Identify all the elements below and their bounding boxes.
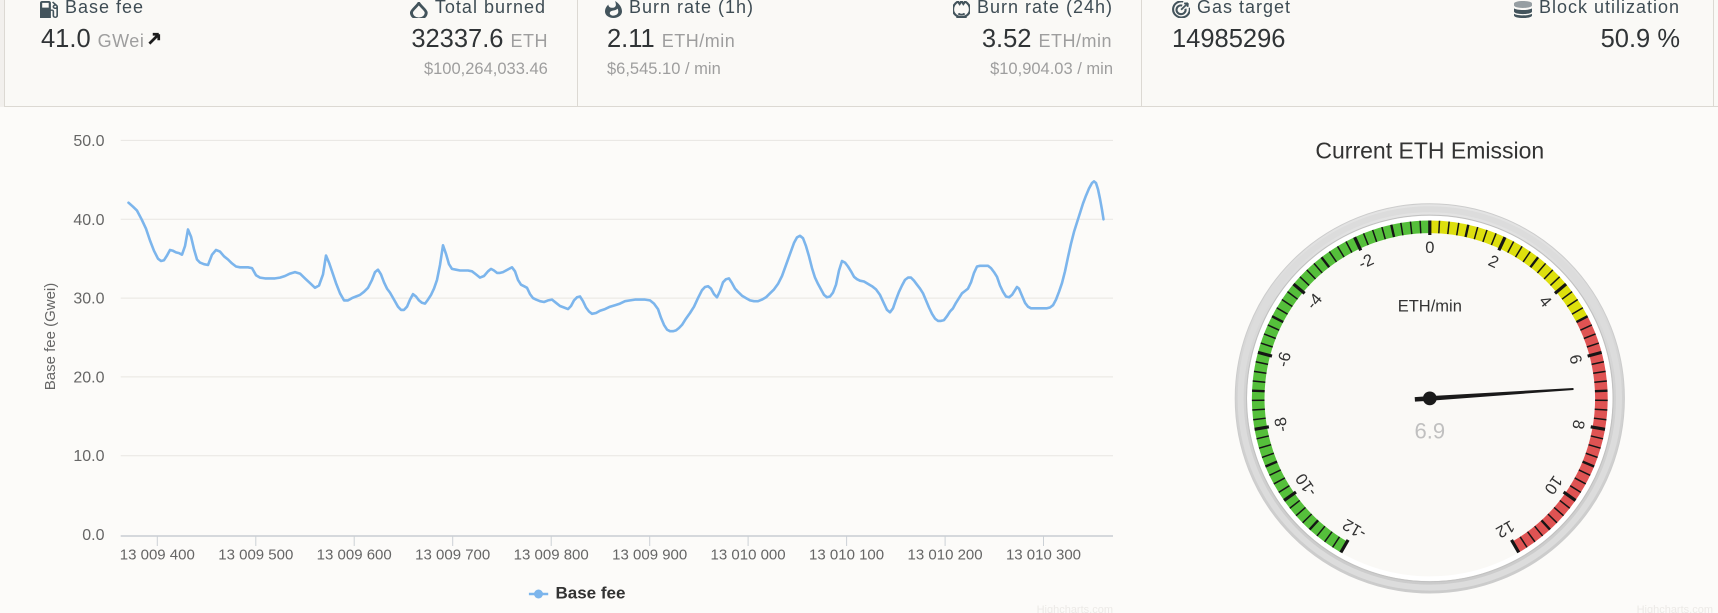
svg-text:13 010 200: 13 010 200 bbox=[908, 547, 983, 564]
svg-text:6: 6 bbox=[1565, 353, 1585, 367]
svg-text:13 009 700: 13 009 700 bbox=[415, 547, 490, 564]
svg-text:ETH/min: ETH/min bbox=[1398, 298, 1462, 316]
svg-text:13 010 100: 13 010 100 bbox=[809, 547, 884, 564]
svg-text:20.0: 20.0 bbox=[73, 369, 104, 386]
svg-text:40.0: 40.0 bbox=[73, 212, 104, 229]
svg-text:13 010 000: 13 010 000 bbox=[711, 547, 786, 564]
svg-text:13 009 500: 13 009 500 bbox=[218, 547, 293, 564]
svg-text:50.0: 50.0 bbox=[73, 133, 104, 150]
svg-text:13 009 800: 13 009 800 bbox=[514, 547, 589, 564]
svg-text:-2: -2 bbox=[1356, 251, 1377, 274]
svg-text:Base fee (Gwei): Base fee (Gwei) bbox=[42, 283, 59, 391]
svg-text:Base fee: Base fee bbox=[556, 584, 626, 603]
svg-text:Highcharts.com: Highcharts.com bbox=[1637, 604, 1713, 613]
svg-text:-6: -6 bbox=[1274, 350, 1295, 369]
svg-text:10.0: 10.0 bbox=[73, 448, 104, 465]
svg-text:13 009 900: 13 009 900 bbox=[612, 547, 687, 564]
svg-text:-8: -8 bbox=[1271, 416, 1291, 434]
svg-text:6.9: 6.9 bbox=[1415, 419, 1446, 444]
svg-text:Current ETH Emission: Current ETH Emission bbox=[1315, 137, 1544, 163]
svg-text:0: 0 bbox=[1425, 239, 1434, 257]
svg-text:30.0: 30.0 bbox=[73, 291, 104, 308]
svg-text:13 009 400: 13 009 400 bbox=[120, 547, 195, 564]
svg-text:8: 8 bbox=[1568, 418, 1587, 430]
svg-text:Highcharts.com: Highcharts.com bbox=[1037, 604, 1113, 613]
svg-text:0.0: 0.0 bbox=[82, 527, 104, 544]
svg-text:13 009 600: 13 009 600 bbox=[317, 547, 392, 564]
svg-text:13 010 300: 13 010 300 bbox=[1006, 547, 1081, 564]
